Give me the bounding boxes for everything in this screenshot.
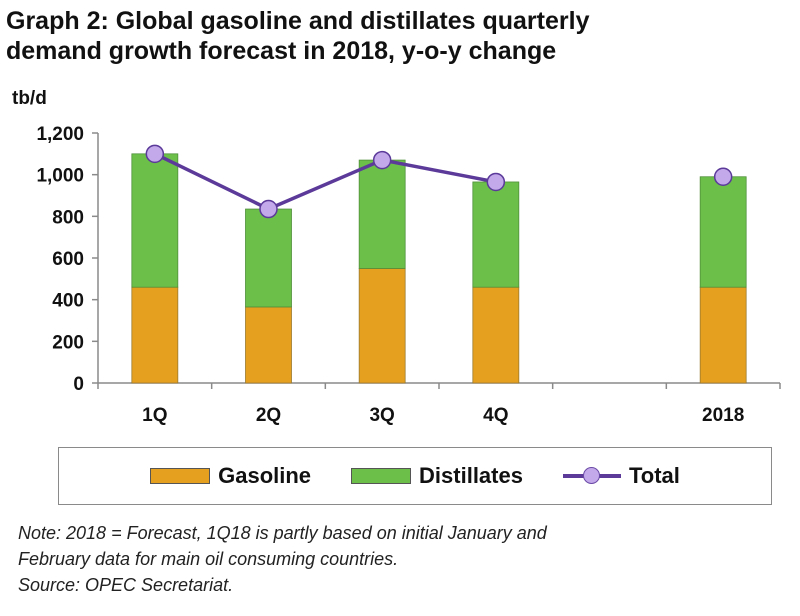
legend-item-gasoline: Gasoline	[150, 463, 311, 489]
bar-gasoline	[131, 286, 179, 384]
bar-distillates	[358, 159, 406, 269]
y-tick-label: 200	[52, 332, 84, 353]
legend-label-distillates: Distillates	[419, 463, 523, 488]
legend-swatch-total	[562, 466, 621, 486]
bar-distillates	[472, 181, 520, 288]
y-tick-label: 1,000	[36, 166, 84, 187]
chart-title: Graph 2: Global gasoline and distillates…	[6, 6, 786, 66]
y-axis-unit-label: tb/d	[12, 88, 47, 109]
legend-item-distillates: Distillates	[351, 463, 523, 489]
bar-gasoline	[358, 268, 406, 384]
x-tick-label: 2Q	[256, 405, 281, 426]
legend-swatch-distillates	[351, 468, 412, 484]
legend: Gasoline Distillates Total	[58, 447, 772, 505]
total-line	[154, 152, 497, 211]
x-tick-label: 4Q	[483, 405, 508, 426]
legend-label-total: Total	[628, 463, 680, 488]
x-tick-label: 3Q	[369, 405, 394, 426]
y-tick-label: 0	[73, 374, 84, 395]
total-marker	[145, 144, 165, 164]
y-tick-label: 800	[52, 207, 84, 228]
y-tick-label: 600	[52, 249, 84, 270]
x-tick-label: 1Q	[142, 405, 167, 426]
legend-item-total: Total	[562, 463, 680, 489]
bar-gasoline	[245, 306, 292, 384]
bar-distillates	[699, 176, 747, 288]
note-line-1: Note: 2018 = Forecast, 1Q18 is partly ba…	[18, 523, 547, 543]
bar-gasoline	[699, 286, 747, 384]
y-tick-label: 1,200	[36, 124, 84, 145]
chart-title-line-2: demand growth forecast in 2018, y-o-y ch…	[6, 37, 557, 65]
chart-title-line-1: Graph 2: Global gasoline and distillates…	[6, 7, 590, 35]
bar-distillates	[131, 153, 179, 288]
legend-swatch-gasoline	[150, 468, 211, 484]
chart-note: Note: 2018 = Forecast, 1Q18 is partly ba…	[18, 520, 788, 598]
note-line-2: February data for main oil consuming cou…	[18, 549, 399, 569]
bar-gasoline	[472, 286, 520, 384]
legend-label-gasoline: Gasoline	[218, 463, 312, 488]
total-marker	[372, 150, 392, 170]
x-tick-label: 2018	[702, 405, 744, 426]
total-marker	[259, 199, 278, 219]
total-marker	[713, 167, 733, 186]
bar-distillates	[245, 208, 292, 308]
chart-plot: 0 200 400 600 800 1,000 1,200 1Q 2Q 3Q 4Q 2018	[36, 124, 781, 426]
total-marker	[486, 172, 506, 192]
y-tick-label: 400	[52, 291, 84, 312]
source-line: Source: OPEC Secretariat.	[18, 575, 234, 595]
